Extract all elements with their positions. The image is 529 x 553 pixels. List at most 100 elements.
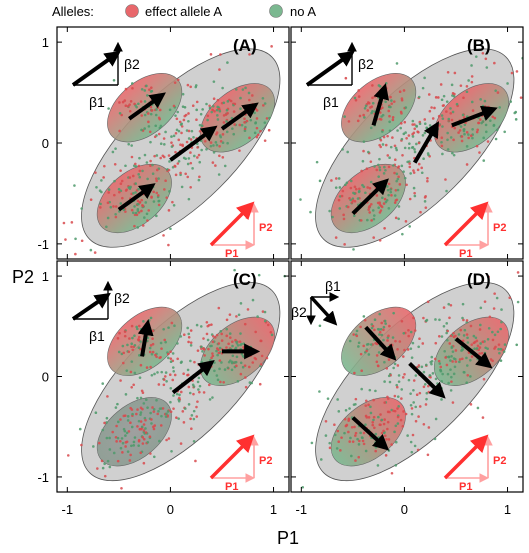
data-point (424, 363, 428, 367)
data-point (344, 183, 347, 187)
data-point (499, 347, 503, 351)
data-point (434, 341, 438, 345)
data-point (254, 107, 258, 111)
data-point (120, 486, 123, 490)
data-point (493, 292, 496, 295)
data-point (263, 319, 267, 323)
data-point (399, 110, 403, 114)
data-point (137, 439, 141, 443)
data-point (221, 156, 225, 159)
data-point (465, 130, 469, 134)
data-point (215, 132, 218, 136)
data-point (427, 390, 431, 394)
data-point (450, 345, 454, 349)
data-point (461, 113, 465, 117)
data-point (348, 407, 351, 410)
data-point (394, 188, 398, 192)
data-point (461, 339, 465, 343)
data-point (196, 146, 199, 149)
data-point (485, 130, 488, 134)
data-point (498, 106, 501, 109)
data-point (397, 205, 401, 208)
data-point (134, 211, 138, 215)
data-point (189, 185, 192, 189)
data-point (206, 369, 209, 373)
data-point (176, 162, 180, 165)
data-point (442, 324, 446, 328)
data-point (137, 444, 140, 447)
panel-label: (C) (233, 270, 257, 289)
data-point (256, 133, 260, 137)
data-point (100, 190, 103, 194)
data-point (473, 347, 476, 351)
data-point (132, 383, 135, 387)
data-point (393, 201, 397, 204)
data-point (474, 55, 478, 58)
legend-swatch-red (125, 4, 139, 18)
data-point (362, 344, 365, 348)
data-point (410, 407, 414, 410)
data-point (449, 111, 453, 115)
effect-arrow (220, 102, 259, 131)
data-point (410, 450, 414, 454)
data-point (445, 100, 449, 103)
data-point (470, 100, 474, 104)
data-point (353, 425, 356, 429)
data-point (416, 168, 420, 172)
data-point (462, 129, 466, 133)
data-point (337, 198, 341, 202)
data-point (200, 124, 204, 127)
data-point (124, 434, 127, 437)
p2-label: P2 (493, 222, 506, 234)
data-point (428, 374, 432, 377)
data-point (491, 338, 495, 342)
data-point (73, 184, 76, 187)
data-point (120, 352, 124, 356)
data-point (80, 239, 84, 243)
data-point (499, 359, 503, 362)
data-point (440, 398, 443, 401)
data-point (173, 81, 177, 84)
legend-label-red: effect allele A (145, 4, 222, 19)
data-point (448, 316, 451, 320)
data-point (447, 302, 451, 306)
data-point (187, 385, 191, 389)
y-axis-label: P2 (12, 267, 34, 287)
data-point (172, 394, 175, 397)
data-point (255, 126, 259, 130)
data-point (144, 431, 148, 434)
data-point (181, 105, 185, 108)
data-point (114, 406, 118, 409)
data-point (179, 361, 183, 364)
data-point (197, 363, 200, 366)
data-point (349, 186, 353, 190)
data-point (190, 129, 194, 133)
data-point (138, 175, 142, 179)
data-point (382, 328, 385, 332)
data-point (376, 93, 380, 97)
data-point (158, 108, 162, 112)
data-point (378, 330, 382, 334)
data-point (342, 213, 345, 217)
data-point (181, 410, 185, 413)
data-point (163, 188, 166, 191)
data-point (230, 368, 234, 372)
data-point (153, 424, 157, 427)
data-point (375, 360, 379, 364)
data-point (375, 194, 379, 197)
data-point (430, 106, 433, 109)
data-point (123, 429, 127, 433)
data-point (447, 117, 451, 121)
data-point (403, 348, 406, 352)
data-point (241, 88, 245, 91)
data-point (474, 336, 478, 340)
data-point (462, 370, 466, 374)
data-point (371, 420, 375, 424)
data-point (120, 437, 124, 440)
data-point (413, 191, 416, 195)
data-point (515, 343, 519, 347)
data-point (128, 459, 132, 462)
data-point (465, 364, 469, 367)
beta2-label: β2 (124, 56, 140, 72)
data-point (466, 336, 469, 340)
